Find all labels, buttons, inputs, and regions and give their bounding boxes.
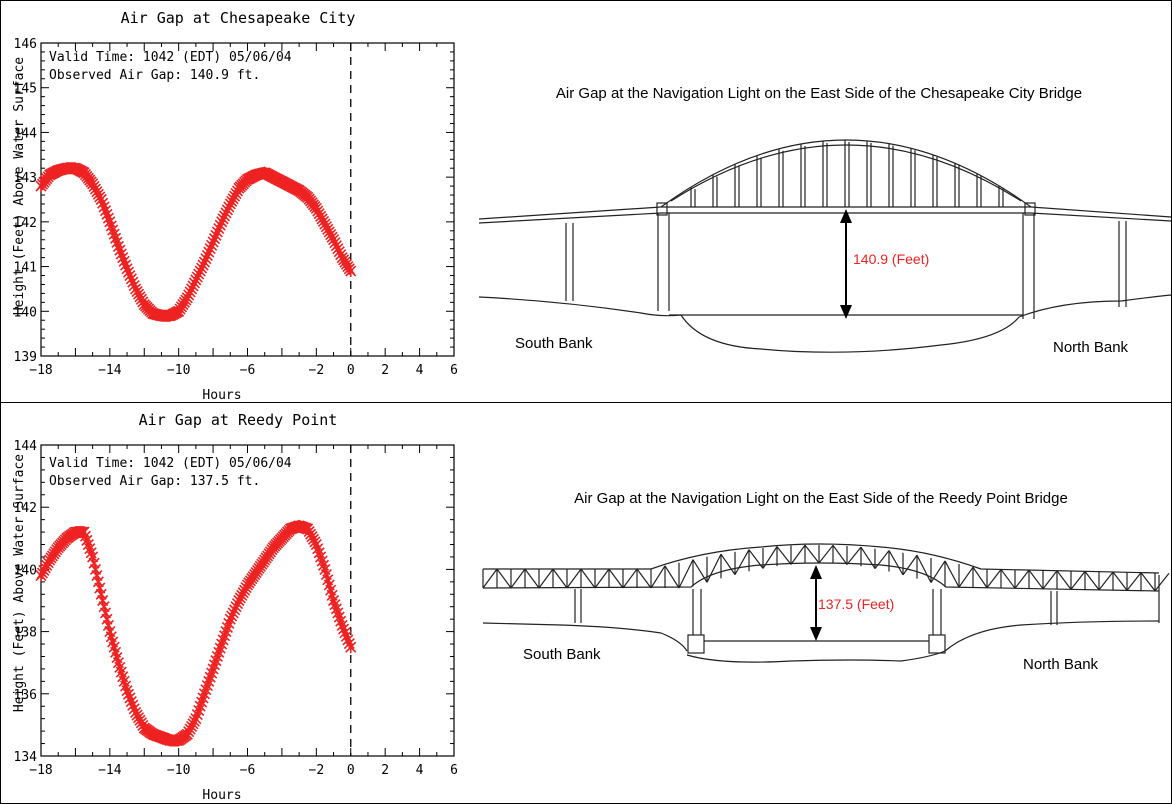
x-tick-label: −2 xyxy=(309,363,325,378)
gap-value-label: 137.5 (Feet) xyxy=(818,596,894,612)
bridge-diagram-chesapeake: Air Gap at the Navigation Light on the E… xyxy=(478,85,1172,356)
x-tick-label: 6 xyxy=(450,763,458,778)
x-tick-label: −10 xyxy=(167,763,190,778)
panel-reedy-point: Air Gap at Reedy Point Height (Feet) Abo… xyxy=(1,403,1171,803)
x-tick-label: 0 xyxy=(347,763,355,778)
chart-reedy-point: Air Gap at Reedy Point Height (Feet) Abo… xyxy=(12,411,458,803)
annotation-observed-gap: Observed Air Gap: 137.5 ft. xyxy=(49,474,260,489)
x-tick-label: 2 xyxy=(381,763,389,778)
chart-title: Air Gap at Reedy Point xyxy=(139,411,338,429)
truss-bridge-drawing xyxy=(482,543,1170,663)
chart-title: Air Gap at Chesapeake City xyxy=(121,9,356,27)
y-tick-label: 144 xyxy=(14,439,38,454)
north-bank-label: North Bank xyxy=(1023,656,1099,673)
y-tick-label: 146 xyxy=(14,37,37,52)
panel-chesapeake: Air Gap at Chesapeake City Height (Feet)… xyxy=(1,1,1172,403)
data-point xyxy=(345,641,357,654)
x-tick-label: −6 xyxy=(240,363,256,378)
x-tick-label: −18 xyxy=(29,363,52,378)
x-tick-label: −14 xyxy=(98,763,122,778)
annotation-valid-time: Valid Time: 1042 (EDT) 05/06/04 xyxy=(49,50,292,65)
y-tick-label: 136 xyxy=(14,688,37,703)
annotation-observed-gap: Observed Air Gap: 140.9 ft. xyxy=(49,68,260,83)
y-axis-label: Height (Feet) Above Water Surface xyxy=(12,454,27,712)
y-tick-label: 134 xyxy=(14,750,38,765)
y-tick-label: 142 xyxy=(14,216,37,231)
data-series xyxy=(35,519,357,747)
diagram-title: Air Gap at the Navigation Light on the E… xyxy=(556,85,1082,102)
x-tick-label: −14 xyxy=(98,363,122,378)
y-tick-label: 140 xyxy=(14,305,37,320)
y-tick-label: 144 xyxy=(14,126,38,141)
x-tick-label: −18 xyxy=(29,763,52,778)
chart-chesapeake: Air Gap at Chesapeake City Height (Feet)… xyxy=(12,9,458,403)
y-tick-label: 141 xyxy=(14,261,37,276)
data-point xyxy=(345,265,357,278)
arch-bridge-drawing xyxy=(478,139,1172,353)
south-bank-label: South Bank xyxy=(515,335,593,352)
x-axis-label: Hours xyxy=(202,788,241,803)
bridge-diagram-reedy-point: Air Gap at the Navigation Light on the E… xyxy=(482,490,1170,673)
x-tick-label: 4 xyxy=(416,763,424,778)
x-tick-label: −2 xyxy=(309,763,325,778)
x-tick-label: −6 xyxy=(240,763,256,778)
x-tick-label: 2 xyxy=(381,363,389,378)
diagram-title: Air Gap at the Navigation Light on the E… xyxy=(574,490,1068,507)
gap-dimension-arrow xyxy=(810,565,822,641)
data-series xyxy=(35,162,357,322)
y-tick-label: 143 xyxy=(14,171,37,186)
x-tick-label: −10 xyxy=(167,363,190,378)
annotation-valid-time: Valid Time: 1042 (EDT) 05/06/04 xyxy=(49,456,292,471)
y-tick-label: 145 xyxy=(14,82,37,97)
y-axis-label: Height (Feet) Above Water Surface xyxy=(12,57,27,315)
x-tick-label: 0 xyxy=(347,363,355,378)
gap-value-label: 140.9 (Feet) xyxy=(853,251,929,267)
x-tick-label: 6 xyxy=(450,363,458,378)
north-bank-label: North Bank xyxy=(1053,339,1129,356)
gap-dimension-arrow xyxy=(840,209,852,319)
y-tick-label: 139 xyxy=(14,350,37,365)
x-axis-label: Hours xyxy=(202,388,241,403)
south-bank-label: South Bank xyxy=(523,646,601,663)
x-tick-label: 4 xyxy=(416,363,424,378)
y-tick-label: 138 xyxy=(14,626,37,641)
y-tick-label: 142 xyxy=(14,501,37,516)
y-tick-label: 140 xyxy=(14,563,37,578)
